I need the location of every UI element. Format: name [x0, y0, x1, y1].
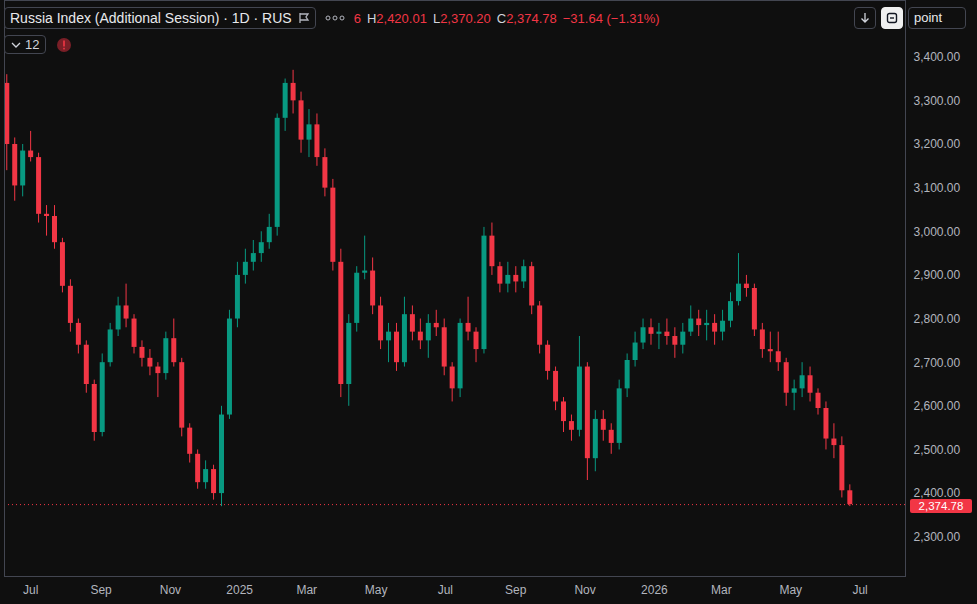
- svg-text:Mar: Mar: [711, 583, 732, 597]
- svg-text:Sep: Sep: [90, 583, 112, 597]
- svg-text:Mar: Mar: [296, 583, 317, 597]
- svg-text:2,400.00: 2,400.00: [914, 486, 961, 500]
- html-text:point: point: [914, 10, 943, 25]
- svg-text:Nov: Nov: [574, 583, 595, 597]
- svg-text:3,400.00: 3,400.00: [914, 50, 961, 64]
- html-text:12: 12: [25, 37, 40, 52]
- svg-text:May: May: [365, 583, 388, 597]
- svg-text:Jul: Jul: [438, 583, 453, 597]
- svg-text:2,300.00: 2,300.00: [914, 530, 961, 544]
- svg-text:May: May: [779, 583, 802, 597]
- svg-text:Nov: Nov: [160, 583, 181, 597]
- svg-text:2025: 2025: [226, 583, 253, 597]
- svg-text:3,100.00: 3,100.00: [914, 181, 961, 195]
- svg-text:2,700.00: 2,700.00: [914, 356, 961, 370]
- svg-text:2,500.00: 2,500.00: [914, 443, 961, 457]
- svg-text:3,300.00: 3,300.00: [914, 94, 961, 108]
- svg-text:2,600.00: 2,600.00: [914, 399, 961, 413]
- svg-text:2,800.00: 2,800.00: [914, 312, 961, 326]
- svg-text:2,900.00: 2,900.00: [914, 268, 961, 282]
- svg-text:3,000.00: 3,000.00: [914, 225, 961, 239]
- svg-text:3,200.00: 3,200.00: [914, 137, 961, 151]
- html-text:Russia Index (Additional Sessi: Russia Index (Additional Session) · 1D ·…: [10, 10, 292, 26]
- svg-text:2,374.78: 2,374.78: [919, 500, 964, 512]
- svg-text:Jul: Jul: [852, 583, 867, 597]
- svg-text:Jul: Jul: [23, 583, 38, 597]
- html-text:6 H 2,420.01 L 2,370.20 C 2,37: 6 H 2,420.01 L 2,370.20 C 2,374.78 −31.6…: [353, 10, 660, 26]
- svg-text:2026: 2026: [641, 583, 668, 597]
- svg-text:Sep: Sep: [505, 583, 527, 597]
